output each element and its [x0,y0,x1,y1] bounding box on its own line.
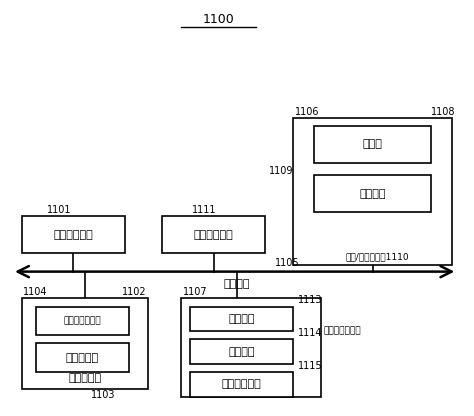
Bar [293,118,453,265]
Text: 只读存储器: 只读存储器 [66,353,99,363]
Bar [21,216,125,253]
Text: 1104: 1104 [23,287,48,297]
Bar [162,216,265,253]
Text: 操作系统: 操作系统 [228,314,255,324]
Text: 1106: 1106 [295,106,319,116]
Text: 1115: 1115 [298,361,322,371]
Text: 系统存储器: 系统存储器 [68,373,101,383]
Text: 输入设备: 输入设备 [360,188,386,198]
Text: 输入/输出控制器1110: 输入/输出控制器1110 [346,253,410,262]
Text: 1100: 1100 [202,13,234,26]
Text: 1101: 1101 [47,205,71,215]
Text: 1105: 1105 [274,258,299,268]
Text: 系统总线: 系统总线 [224,279,250,289]
Text: 大容量存储设备: 大容量存储设备 [324,327,361,336]
Text: 1107: 1107 [182,287,207,297]
Text: 其他程序模块: 其他程序模块 [222,379,262,389]
Bar [314,126,431,163]
Bar [36,344,129,372]
Text: 1108: 1108 [431,106,456,116]
Bar [190,339,293,364]
Bar [36,307,129,335]
Text: 应用程序: 应用程序 [228,347,255,357]
Bar [190,307,293,331]
Text: 1114: 1114 [298,328,322,338]
Text: 1102: 1102 [122,287,146,297]
Bar [21,298,148,389]
Text: 1109: 1109 [269,166,294,176]
Bar [190,372,293,397]
Text: 显示器: 显示器 [363,139,383,149]
Text: 1103: 1103 [91,390,116,400]
Text: 1113: 1113 [298,295,322,305]
Text: 随机存取存储器: 随机存取存储器 [64,317,101,325]
Bar [181,298,321,397]
Bar [314,175,431,212]
Text: 中央处理单元: 中央处理单元 [53,230,93,240]
Text: 1111: 1111 [192,205,217,215]
Text: 网络接口单元: 网络接口单元 [194,230,234,240]
